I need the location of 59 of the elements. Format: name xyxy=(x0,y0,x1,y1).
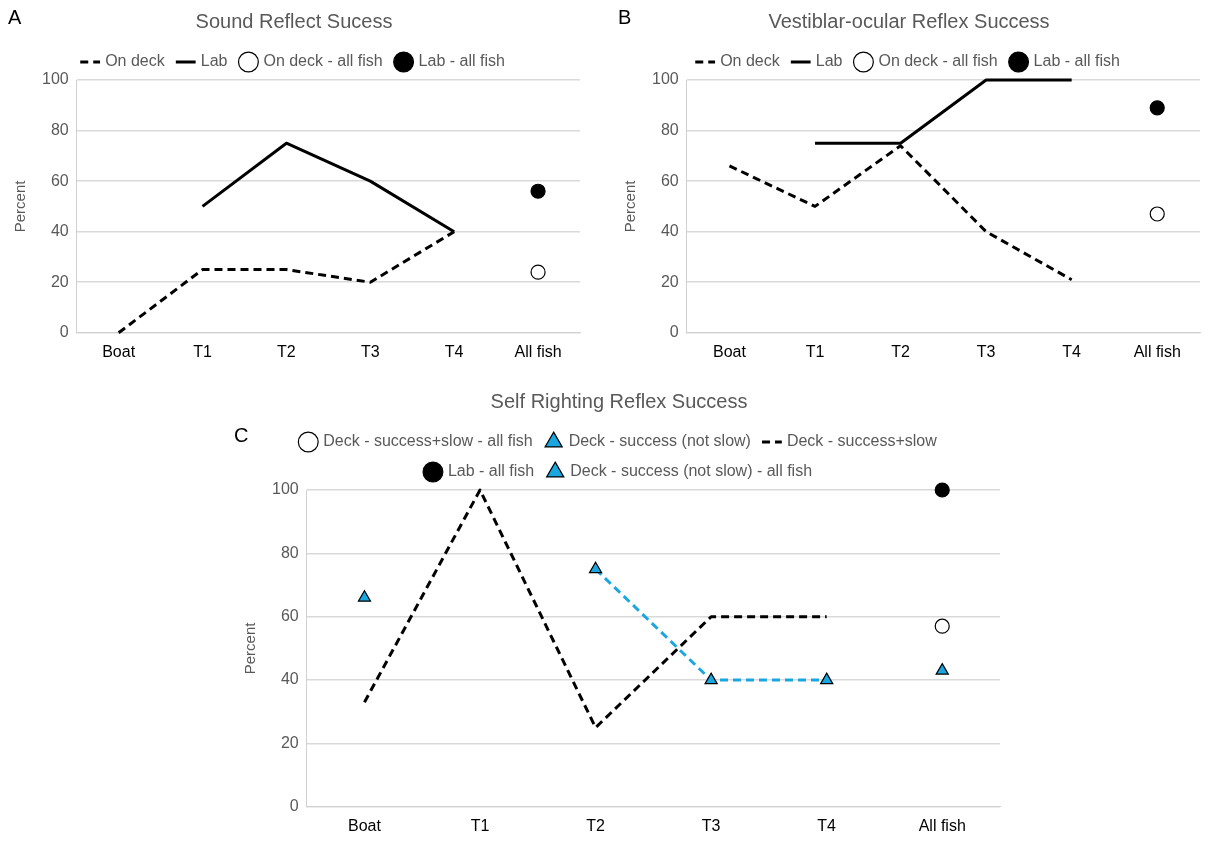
y-tick-label: 40 xyxy=(660,222,679,240)
y-tick-label: 60 xyxy=(280,607,299,625)
y-tick-label: 0 xyxy=(59,323,69,341)
x-tick-label: T2 xyxy=(277,342,296,360)
text: C xyxy=(234,424,249,447)
x-tick-label: T2 xyxy=(891,342,911,360)
legend-label: On deck xyxy=(720,52,781,70)
legend-label: Lab xyxy=(200,52,228,70)
legend-label: Lab - all fish xyxy=(447,462,535,480)
y-tick-label: 60 xyxy=(660,171,679,189)
x-tick-label: T4 xyxy=(817,816,837,834)
y-tick-label: 20 xyxy=(660,272,679,290)
y-tick-label: 100 xyxy=(271,480,299,498)
x-tick-label: All fish xyxy=(1133,342,1181,360)
y-tick-label: 40 xyxy=(280,670,299,688)
y-tick-label: 100 xyxy=(651,70,679,88)
y-tick-label: 0 xyxy=(289,797,299,815)
chart-title: Sound Reflect Sucess xyxy=(195,9,393,32)
y-axis-title: Percent xyxy=(11,179,29,233)
y-tick-label: 0 xyxy=(669,323,679,341)
y-tick-label: 20 xyxy=(50,272,69,290)
x-tick-label: T1 xyxy=(805,342,825,360)
legend-label: Lab - all fish xyxy=(418,52,505,70)
x-tick-label: T4 xyxy=(444,342,464,360)
x-tick-label: T2 xyxy=(586,816,606,834)
legend-label: Lab xyxy=(815,52,843,70)
text: A xyxy=(8,6,22,29)
y-axis-title: Percent xyxy=(621,179,639,233)
y-tick-label: 40 xyxy=(50,222,69,240)
y-tick-label: 80 xyxy=(50,120,69,138)
legend-label: Deck - success (not slow) - all fish xyxy=(570,462,813,480)
x-tick-label: All fish xyxy=(918,816,966,834)
y-tick-label: 60 xyxy=(50,171,69,189)
chart-title: Vestiblar-ocular Reflex Success xyxy=(768,9,1050,32)
y-tick-label: 80 xyxy=(660,120,679,138)
legend-label: On deck xyxy=(105,52,166,70)
x-tick-label: T3 xyxy=(360,342,380,360)
chart-title: Self Righting Reflex Success xyxy=(490,389,748,412)
legend-label: Lab - all fish xyxy=(1033,52,1120,70)
legend-label: On deck - all fish xyxy=(878,52,998,70)
legend-label: Deck - success+slow - all fish xyxy=(323,432,533,450)
x-tick-label: T3 xyxy=(976,342,996,360)
x-tick-label: T4 xyxy=(1062,342,1082,360)
y-tick-label: 20 xyxy=(280,733,299,751)
x-tick-label: T1 xyxy=(470,816,490,834)
line-series xyxy=(362,488,829,730)
y-tick-label: 80 xyxy=(280,543,299,561)
x-tick-label: Boat xyxy=(348,816,382,834)
text: B xyxy=(618,6,632,29)
x-tick-label: Boat xyxy=(102,342,136,360)
x-tick-label: Boat xyxy=(713,342,747,360)
y-tick-label: 100 xyxy=(41,70,69,88)
legend-label: On deck - all fish xyxy=(263,52,383,70)
x-tick-label: T1 xyxy=(193,342,212,360)
y-axis-title: Percent xyxy=(241,621,259,675)
legend-label: Deck - success+slow xyxy=(786,432,938,450)
x-tick-label: T3 xyxy=(701,816,721,834)
legend-label: Deck - success (not slow) xyxy=(568,432,751,450)
x-tick-label: All fish xyxy=(514,342,562,360)
